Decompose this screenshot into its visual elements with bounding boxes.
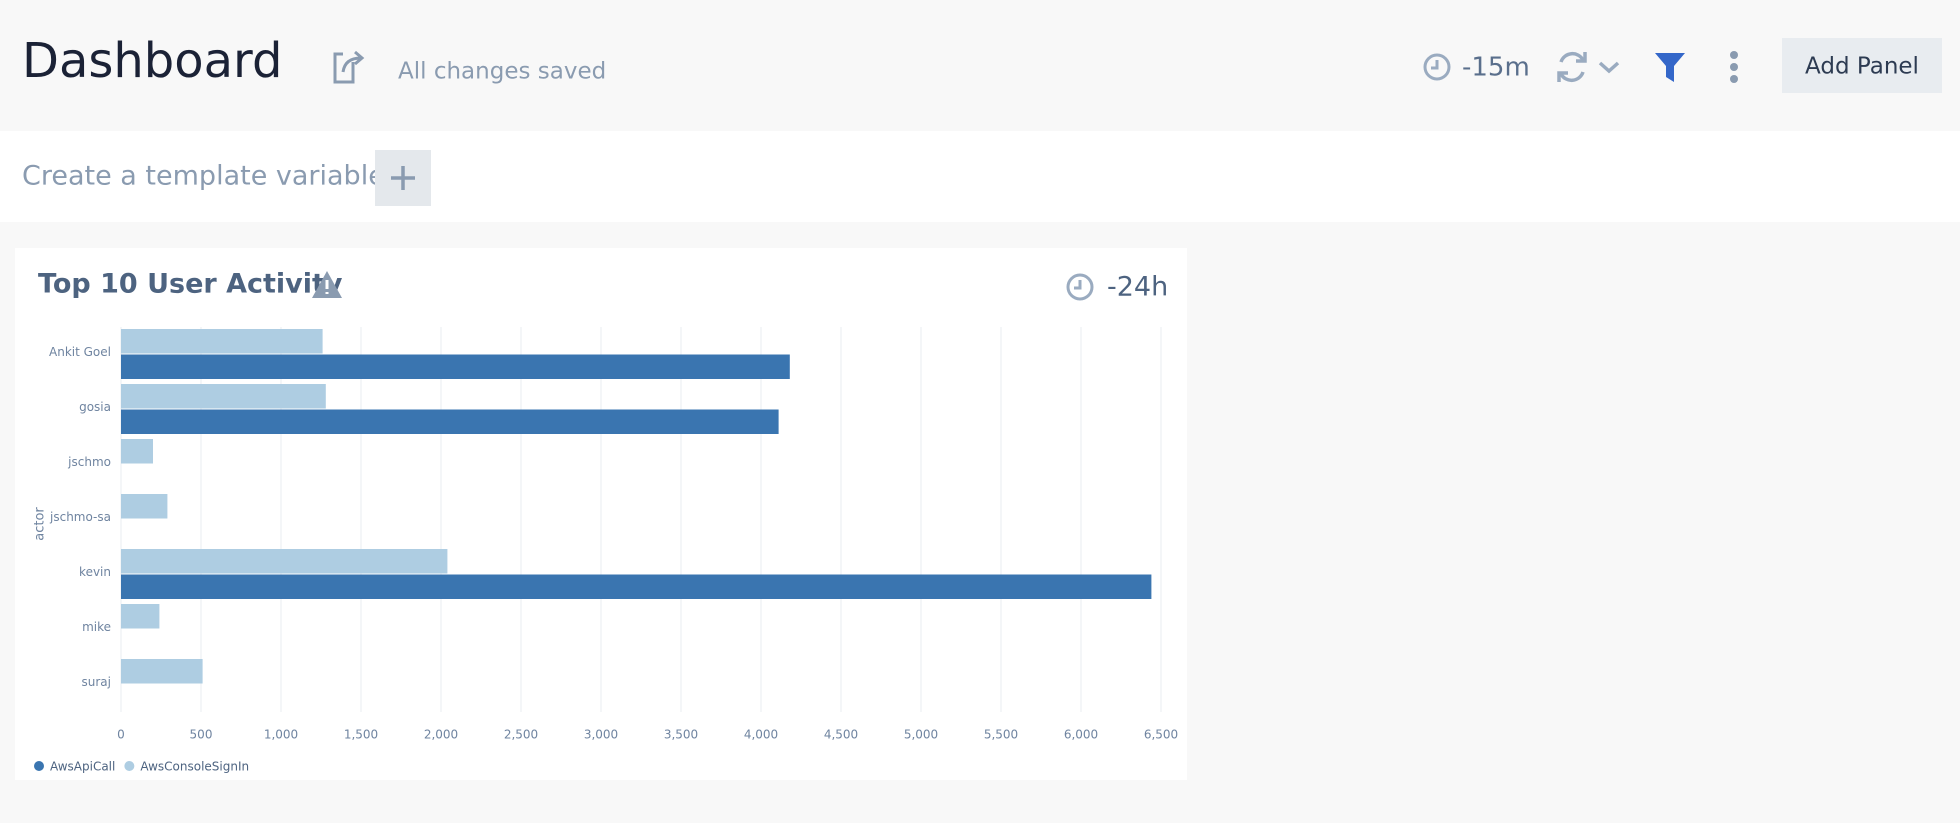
legend-swatch	[124, 761, 135, 771]
plus-icon	[391, 166, 415, 190]
legend-label: AwsApiCall	[50, 760, 115, 774]
more-icon[interactable]	[1730, 51, 1738, 83]
panel-time-range: -24h	[1107, 272, 1168, 303]
x-tick-label: 2,500	[504, 728, 538, 742]
bar	[121, 574, 1152, 599]
add-panel-button[interactable]	[1782, 38, 1942, 93]
bar	[121, 549, 448, 574]
bar	[121, 384, 326, 409]
x-tick-label: 3,500	[664, 728, 698, 742]
warning-icon[interactable]	[312, 271, 342, 298]
bar	[121, 604, 160, 629]
x-tick-label: 4,000	[744, 728, 778, 742]
x-tick-label: 1,500	[344, 728, 378, 742]
x-tick-label: 5,500	[984, 728, 1018, 742]
bar	[121, 329, 323, 354]
y-tick-label: jschmo-sa	[49, 510, 111, 524]
panel-clock-icon	[1066, 273, 1094, 301]
x-tick-label: 6,000	[1064, 728, 1098, 742]
template-bar	[0, 131, 1960, 222]
legend-label: AwsConsoleSignIn	[140, 760, 249, 774]
template-prompt: Create a template variable	[22, 161, 385, 192]
add-panel-label[interactable]: Add Panel	[1805, 54, 1919, 80]
panel-title: Top 10 User Activity	[38, 269, 343, 300]
x-tick-label: 3,000	[584, 728, 618, 742]
y-tick-label: kevin	[79, 565, 111, 579]
x-tick-label: 500	[190, 728, 213, 742]
y-axis-label: actor	[33, 507, 48, 541]
bar	[121, 494, 168, 519]
x-tick-label: 2,000	[424, 728, 458, 742]
y-tick-label: Ankit Goel	[49, 345, 111, 359]
time-range[interactable]: -15m	[1462, 53, 1530, 83]
bar	[121, 659, 203, 684]
y-tick-label: jschmo	[67, 455, 111, 469]
refresh-icon[interactable]	[1557, 51, 1620, 83]
bar	[121, 354, 790, 379]
plot: 0 500 1,000 1,500 2,000 2,500 3,000 3,500 4,000 4…	[34, 327, 1178, 774]
bar	[121, 409, 779, 434]
y-tick-label: suraj	[82, 675, 111, 689]
y-tick-label: gosia	[79, 400, 111, 414]
x-tick-label: 0	[117, 728, 125, 742]
x-tick-label: 1,000	[264, 728, 298, 742]
x-tick-label: 6,500	[1144, 728, 1178, 742]
save-status: All changes saved	[398, 59, 606, 85]
filter-icon[interactable]	[1655, 53, 1685, 82]
x-tick-label: 5,000	[904, 728, 938, 742]
dashboard-title: Dashboard	[22, 33, 282, 89]
legend-swatch	[34, 761, 44, 771]
y-tick-label: mike	[82, 620, 111, 634]
x-tick-label: 4,500	[824, 728, 858, 742]
clock-icon[interactable]	[1423, 53, 1451, 81]
bar	[121, 439, 153, 464]
share-icon[interactable]	[333, 50, 365, 84]
